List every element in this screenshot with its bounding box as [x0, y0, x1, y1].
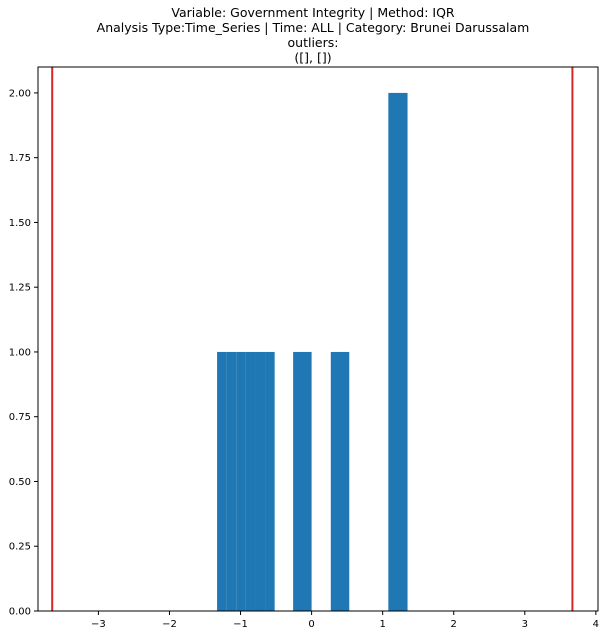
- y-tick-label-4: 1.00: [9, 347, 31, 358]
- histogram-bar-3: [245, 351, 256, 611]
- chart-title-line-1: Variable: Government Integrity | Method:…: [171, 5, 455, 20]
- y-axis: 0.00 0.25 0.50 0.75 1.00 1.25 1.50 1.75 2.00: [9, 88, 38, 618]
- chart-title-line-3: outliers:: [288, 35, 339, 50]
- histogram-bar-6: [293, 351, 312, 611]
- y-tick-label-7: 1.75: [9, 153, 31, 164]
- plot-frame: [37, 66, 599, 612]
- y-tick-label-0: 0.00: [9, 607, 31, 618]
- x-tick-label-6: 3: [522, 619, 528, 630]
- y-tick-label-3: 0.75: [9, 412, 31, 423]
- histogram-bar-8: [388, 92, 408, 611]
- x-tick-label-2: −1: [233, 619, 248, 630]
- chart-title: Variable: Government Integrity | Method:…: [97, 5, 530, 65]
- y-tick-label-5: 1.25: [9, 283, 31, 294]
- y-tick-label-1: 0.25: [9, 542, 31, 553]
- x-tick-label-5: 2: [451, 619, 457, 630]
- threshold-lines: [51, 67, 574, 611]
- x-tick-label-7: 4: [593, 619, 599, 630]
- chart-title-line-2: Analysis Type:Time_Series | Time: ALL | …: [97, 20, 530, 35]
- y-tick-label-8: 2.00: [9, 88, 31, 99]
- x-tick-label-3: 0: [308, 619, 314, 630]
- histogram-bar-7: [330, 351, 350, 611]
- y-tick-label-6: 1.50: [9, 218, 31, 229]
- bars: [217, 92, 408, 611]
- x-axis: −3 −2 −1 0 1 2 3 4: [91, 611, 599, 630]
- histogram-bar-4: [255, 351, 266, 611]
- y-tick-label-2: 0.50: [9, 477, 31, 488]
- x-tick-label-1: −2: [162, 619, 177, 630]
- histogram-bar-0: [217, 351, 227, 611]
- x-tick-label-0: −3: [91, 619, 106, 630]
- x-tick-label-4: 1: [379, 619, 385, 630]
- histogram-bar-1: [226, 351, 237, 611]
- chart-title-line-4: ([], []): [294, 50, 331, 65]
- histogram-bar-2: [236, 351, 246, 611]
- histogram-bar-5: [265, 351, 275, 611]
